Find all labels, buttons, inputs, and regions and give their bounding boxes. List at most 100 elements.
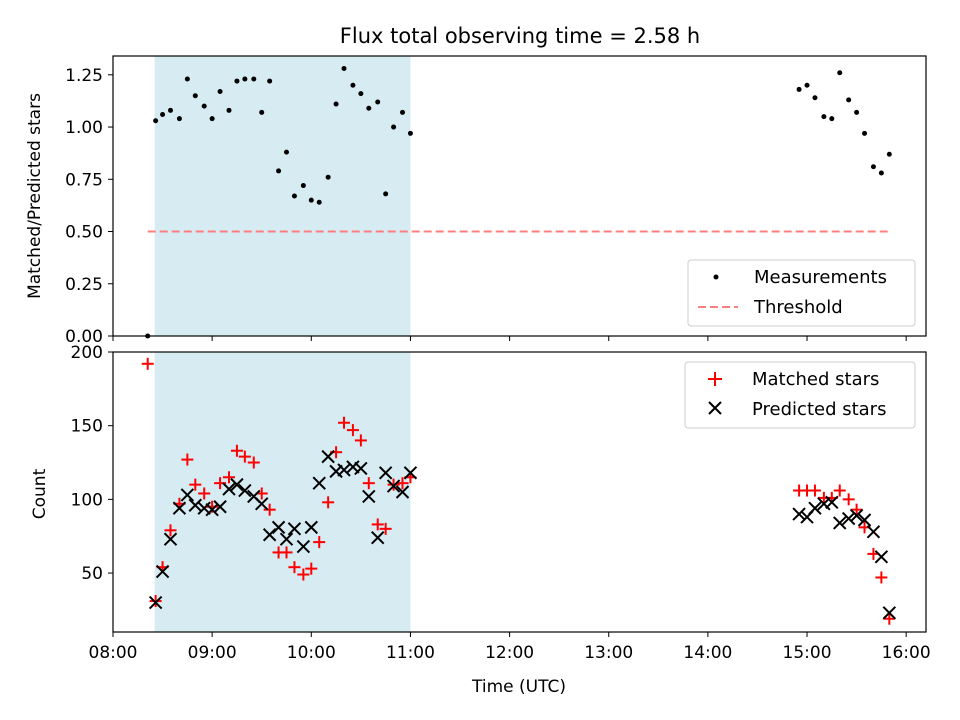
bottom-ytick-label: 100 [71, 490, 103, 510]
measurement-point [259, 109, 265, 115]
bottom-xtick-label: 12:00 [485, 643, 534, 663]
predicted-star-point [321, 449, 335, 464]
matched-star-point [141, 357, 154, 370]
measurement-point [217, 89, 223, 95]
bottom-xtick-label: 10:00 [287, 643, 336, 663]
legend-measurements-marker [713, 274, 719, 280]
measurement-point [267, 78, 273, 84]
predicted-star-point [833, 516, 847, 530]
measurement-point [878, 170, 884, 176]
predicted-star-point [849, 508, 864, 523]
measurement-point [308, 197, 314, 203]
matched-star-point [322, 496, 335, 509]
legend-threshold-label: Threshold [753, 297, 843, 318]
predicted-star-point [792, 507, 806, 521]
matched-star-point [198, 487, 211, 500]
measurement-point [192, 93, 198, 99]
measurement-point [375, 99, 381, 105]
matched-star-point [808, 484, 821, 497]
predicted-star-point [172, 501, 187, 515]
bottom-xtick-label: 11:00 [386, 643, 435, 663]
measurement-point [796, 86, 802, 92]
measurement-point [300, 183, 306, 189]
measurement-point [153, 118, 159, 124]
matched-star-point [371, 518, 384, 531]
predicted-star-point [354, 461, 368, 476]
matched-star-point [189, 478, 202, 491]
bottom-panel: 50 100 150 200 08:00 09:00 10:00 11:00 12:00 13:0… [30, 343, 931, 697]
observing-window-span [154, 56, 411, 336]
measurement-point [829, 116, 835, 122]
predicted-star-point [304, 520, 318, 535]
matched-star-point [288, 561, 301, 574]
measurement-point [391, 124, 397, 130]
bottom-xtick-label: 08:00 [89, 643, 138, 663]
matched-star-point [181, 453, 194, 466]
measurement-point [316, 199, 322, 205]
measurement-point [862, 130, 868, 136]
observing-window-span [154, 352, 411, 632]
predicted-star-point [238, 483, 252, 498]
predicted-star-point [205, 502, 219, 517]
measurement-point [837, 70, 843, 76]
measurement-point [160, 112, 166, 118]
matched-star-point [338, 416, 351, 429]
measurement-point [407, 130, 413, 136]
measurement-point [234, 78, 240, 84]
predicted-star-point [403, 466, 418, 480]
measurement-point [284, 149, 290, 155]
bottom-axes-frame [112, 351, 927, 633]
matched-star-point [387, 478, 400, 491]
top-axes-frame [112, 55, 927, 337]
legend-predicted-label: Predicted stars [752, 399, 886, 420]
measurement-point [870, 164, 876, 170]
bottom-xlabel: Time (UTC) [471, 677, 566, 697]
bottom-legend: Matched stars Predicted stars [684, 361, 916, 429]
measurement-point [341, 66, 347, 72]
measurement-point [209, 116, 215, 122]
predicted-star-point [188, 498, 202, 512]
bottom-xtick-label: 13:00 [584, 643, 633, 663]
bottom-xtick-label: 14:00 [683, 643, 732, 663]
predicted-star-point [148, 595, 163, 610]
legend-measurements-label: Measurements [754, 267, 887, 288]
matched-star-point [354, 434, 367, 447]
measurement-point [276, 168, 282, 174]
matched-star-point [833, 484, 846, 497]
measurement-point [201, 103, 207, 109]
measurement-point [846, 97, 852, 103]
measurement-point [812, 95, 818, 101]
legend-matched-label: Matched stars [752, 369, 879, 390]
matched-star-point [238, 450, 251, 463]
measurement-point [854, 109, 860, 115]
predicted-star-point [279, 532, 294, 546]
matched-star-point [305, 562, 318, 575]
matched-star-point [850, 503, 863, 516]
predicted-star-point [825, 495, 839, 510]
matched-star-point [297, 568, 310, 581]
predicted-star-point [287, 522, 302, 536]
predicted-star-point [155, 564, 170, 579]
predicted-star-point [180, 488, 195, 502]
measurement-point [325, 174, 331, 180]
bottom-ytick-label: 150 [71, 417, 103, 437]
measurement-point [242, 76, 248, 82]
predicted-star-point [271, 520, 286, 535]
top-ytick-label: 1.00 [65, 118, 103, 138]
predicted-star-point [296, 539, 311, 554]
measurement-point [350, 82, 356, 88]
predicted-star-point [312, 476, 326, 490]
predicted-star-point [808, 501, 822, 515]
bottom-xtick-label: 09:00 [188, 643, 237, 663]
matched-star-point [230, 444, 243, 457]
predicted-star-point [255, 497, 269, 511]
top-panel: 0.00 0.25 0.50 0.75 1.00 1.25 Matched/Predict… [25, 55, 927, 347]
predicted-star-point [882, 606, 897, 620]
top-ytick-label: 0.50 [65, 223, 103, 243]
predicted-star-point [371, 530, 385, 545]
matched-star-point [223, 471, 236, 484]
bottom-xtick-label: 15:00 [783, 643, 832, 663]
measurement-point [358, 91, 364, 97]
matched-star-point [875, 571, 888, 584]
bottom-ytick-label: 50 [81, 564, 103, 584]
